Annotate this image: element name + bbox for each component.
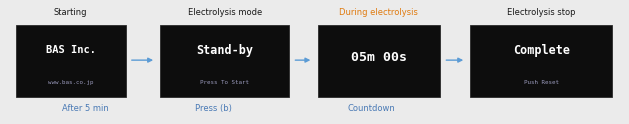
Text: Countdown: Countdown [347,104,395,113]
Text: Electrolysis stop: Electrolysis stop [507,8,575,17]
FancyBboxPatch shape [16,25,126,97]
Text: Starting: Starting [53,8,87,17]
Text: www.bas.co.jp: www.bas.co.jp [48,80,94,85]
Text: After 5 min: After 5 min [62,104,108,113]
Text: During electrolysis: During electrolysis [339,8,418,17]
FancyBboxPatch shape [160,25,289,97]
Text: Complete: Complete [513,44,570,57]
Text: Press To Start: Press To Start [201,80,249,85]
Text: 05m 00s: 05m 00s [351,51,407,63]
Text: Electrolysis mode: Electrolysis mode [188,8,262,17]
Text: Stand-by: Stand-by [196,44,253,57]
FancyBboxPatch shape [318,25,440,97]
Text: Press (b): Press (b) [196,104,232,113]
Text: BAS Inc.: BAS Inc. [46,45,96,55]
FancyBboxPatch shape [470,25,612,97]
Text: Push Reset: Push Reset [524,80,559,85]
